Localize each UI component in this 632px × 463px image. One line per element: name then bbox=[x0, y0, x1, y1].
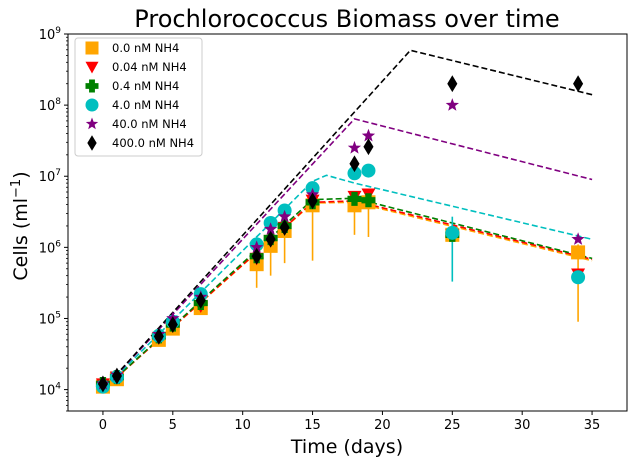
data-point bbox=[445, 98, 459, 111]
y-tick-label: 106 bbox=[39, 239, 62, 256]
legend-label: 4.0 nM NH4 bbox=[112, 98, 179, 112]
data-point bbox=[347, 166, 362, 181]
y-tick-label-exponent: 6 bbox=[55, 239, 61, 249]
legend-marker bbox=[85, 79, 99, 93]
y-axis-label-exponent: −1 bbox=[9, 179, 24, 198]
data-point bbox=[97, 375, 108, 393]
y-tick-label-base: 10 bbox=[39, 384, 56, 399]
data-point bbox=[111, 367, 122, 385]
y-tick-label-base: 10 bbox=[39, 28, 56, 43]
y-tick-label: 104 bbox=[39, 382, 62, 399]
y-tick-label-exponent: 7 bbox=[55, 168, 61, 178]
y-tick-label-exponent: 9 bbox=[55, 26, 61, 36]
data-point bbox=[250, 240, 264, 253]
y-tick-label-exponent: 8 bbox=[55, 97, 61, 107]
legend-marker bbox=[85, 61, 99, 74]
x-tick-label: 0 bbox=[99, 418, 107, 433]
data-point bbox=[573, 75, 584, 93]
data-point bbox=[361, 193, 376, 208]
y-tick-label: 105 bbox=[39, 310, 61, 327]
x-tick-label: 35 bbox=[584, 418, 601, 433]
chart-title: Prochlorococcus Biomass over time bbox=[134, 5, 559, 33]
y-axis-label: Cells (ml−1) bbox=[9, 171, 32, 280]
y-tick-label: 108 bbox=[39, 97, 62, 114]
fit-line bbox=[102, 200, 593, 391]
x-axis-label: Time (days) bbox=[290, 436, 403, 458]
data-point bbox=[347, 191, 362, 206]
y-tick-label-base: 10 bbox=[39, 312, 56, 327]
x-tick-label: 20 bbox=[374, 418, 391, 433]
y-tick-label-base: 10 bbox=[39, 241, 56, 256]
data-point bbox=[363, 138, 374, 156]
x-tick-label: 25 bbox=[444, 418, 461, 433]
data-point bbox=[361, 163, 376, 178]
legend-box bbox=[74, 37, 203, 157]
legend-label: 0.04 nM NH4 bbox=[112, 60, 187, 74]
legend-marker bbox=[85, 98, 99, 112]
data-point bbox=[265, 230, 276, 248]
y-tick-label-exponent: 5 bbox=[55, 310, 61, 320]
legend-marker bbox=[85, 117, 99, 130]
x-tick-label: 10 bbox=[234, 418, 251, 433]
legend-label: 0.4 nM NH4 bbox=[112, 79, 179, 93]
data-point bbox=[153, 327, 164, 345]
x-tick-label: 15 bbox=[304, 418, 321, 433]
legend-marker bbox=[85, 41, 99, 55]
y-tick-label-base: 10 bbox=[39, 99, 56, 114]
x-tick-label: 30 bbox=[514, 418, 531, 433]
y-tick-label-base: 10 bbox=[39, 170, 56, 185]
data-point bbox=[195, 291, 206, 309]
y-axis-label-main: Cells (ml bbox=[10, 198, 32, 281]
data-point bbox=[571, 245, 586, 260]
x-tick-label: 5 bbox=[169, 418, 177, 433]
data-point bbox=[571, 232, 585, 245]
legend-marker bbox=[87, 135, 97, 151]
plot-content bbox=[95, 49, 593, 394]
data-point bbox=[307, 192, 318, 210]
y-axis-label-close: ) bbox=[10, 171, 32, 178]
legend-label: 40.0 nM NH4 bbox=[112, 117, 187, 131]
y-tick-label-exponent: 4 bbox=[55, 382, 61, 392]
data-point bbox=[571, 270, 586, 285]
data-point bbox=[349, 155, 360, 173]
data-point bbox=[251, 247, 262, 265]
legend-label: 400.0 nM NH4 bbox=[112, 136, 194, 150]
fit-line bbox=[102, 118, 593, 391]
data-point bbox=[347, 140, 362, 154]
data-point bbox=[167, 316, 178, 334]
fit-line bbox=[102, 174, 593, 391]
y-tick-label: 107 bbox=[39, 168, 61, 185]
data-point bbox=[279, 219, 290, 236]
data-point bbox=[264, 222, 278, 235]
data-point bbox=[361, 128, 376, 142]
data-point bbox=[445, 225, 460, 240]
legend-label: 0.0 nM NH4 bbox=[112, 41, 179, 55]
legend: 0.0 nM NH4 0.04 nM NH4 0.4 nM NH4 4.0 nM NH… bbox=[74, 37, 203, 157]
axes-frame bbox=[67, 33, 628, 412]
data-point bbox=[447, 75, 458, 93]
data-point bbox=[278, 209, 292, 223]
y-tick-label: 109 bbox=[39, 26, 62, 43]
